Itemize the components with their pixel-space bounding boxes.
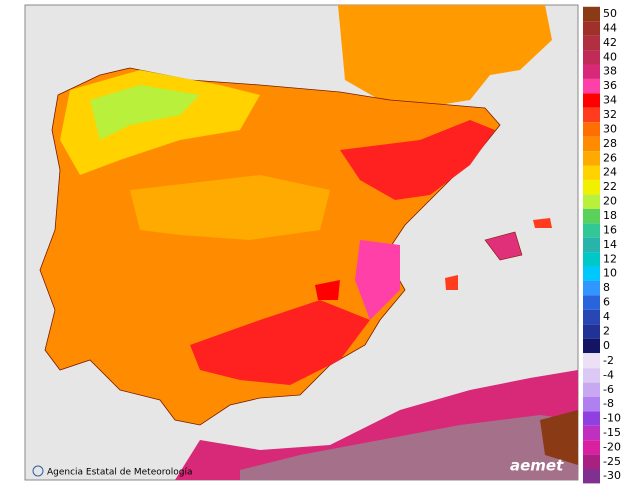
legend-swatch xyxy=(583,295,600,310)
logo: aemet xyxy=(510,457,564,475)
valencia-hot xyxy=(355,240,400,320)
legend-label: -8 xyxy=(603,397,614,410)
legend-swatch xyxy=(583,35,600,51)
legend-label: -20 xyxy=(603,440,621,453)
legend-label: 42 xyxy=(603,36,617,49)
legend-label: -6 xyxy=(603,383,614,396)
legend-label: 22 xyxy=(603,180,617,193)
legend-swatch xyxy=(583,208,600,224)
legend-label: 34 xyxy=(603,94,617,107)
legend-label: 18 xyxy=(603,209,617,222)
menorca xyxy=(533,218,552,228)
legend-label: 8 xyxy=(603,281,610,294)
legend-label: -30 xyxy=(603,469,621,482)
legend-swatch xyxy=(583,78,600,94)
legend-label: 32 xyxy=(603,108,617,121)
legend-swatch xyxy=(583,324,600,339)
north-green xyxy=(90,85,200,140)
legend-swatch xyxy=(583,122,600,137)
legend-swatch xyxy=(583,338,600,354)
legend-label: 44 xyxy=(603,21,617,34)
legend-label: -25 xyxy=(603,455,621,468)
ebro-hot xyxy=(340,120,495,200)
credit: Agencia Estatal de Meteorología xyxy=(47,468,193,478)
legend-swatch xyxy=(583,6,600,22)
legend-label: 0 xyxy=(603,339,610,352)
legend-swatch xyxy=(583,21,600,36)
hotspot xyxy=(315,280,340,300)
legend-label: 36 xyxy=(603,79,617,92)
legend-label: -10 xyxy=(603,412,621,425)
legend-label: 6 xyxy=(603,296,610,309)
legend-swatch xyxy=(583,454,600,469)
legend-swatch xyxy=(583,64,600,79)
legend-label: 4 xyxy=(603,310,610,323)
legend-label: 14 xyxy=(603,238,617,251)
legend-label: 2 xyxy=(603,324,610,337)
legend-label: -2 xyxy=(603,354,614,367)
legend-swatch xyxy=(583,223,600,238)
legend-label: 10 xyxy=(603,267,617,280)
africa-interior xyxy=(240,415,578,480)
legend-swatch xyxy=(583,93,600,108)
legend-label: 20 xyxy=(603,195,617,208)
legend-label: 50 xyxy=(603,7,617,20)
legend-swatch xyxy=(583,280,600,296)
legend-swatch xyxy=(583,397,600,412)
legend-swatch xyxy=(583,194,600,209)
legend-label: 12 xyxy=(603,252,617,265)
legend-swatch xyxy=(583,309,600,325)
legend-swatch xyxy=(583,411,600,426)
legend-swatch xyxy=(583,136,600,152)
legend-label: 26 xyxy=(603,151,617,164)
legend-swatch xyxy=(583,252,600,267)
atlas-hot xyxy=(540,410,578,465)
legend-label: 38 xyxy=(603,65,617,78)
legend-swatch xyxy=(583,266,600,281)
legend-swatch xyxy=(583,179,600,195)
copyright-icon xyxy=(32,465,44,477)
legend-label: 28 xyxy=(603,137,617,150)
legend-swatch xyxy=(583,165,600,180)
south-hot xyxy=(190,300,370,385)
legend-swatch xyxy=(583,440,600,455)
legend-swatch xyxy=(583,107,600,123)
legend-swatch xyxy=(583,469,600,484)
france xyxy=(338,5,552,108)
legend: 5044424038363432302826242220181614121086… xyxy=(583,6,621,484)
mallorca xyxy=(484,231,523,261)
legend-label: 30 xyxy=(603,122,617,135)
legend-label: 16 xyxy=(603,223,617,236)
meseta xyxy=(130,175,330,240)
map: Agencia Estatal de Meteorología aemet xyxy=(24,4,579,481)
legend-swatch xyxy=(583,50,600,65)
legend-swatch xyxy=(583,425,600,441)
legend-label: 24 xyxy=(603,166,617,179)
legend-label: -4 xyxy=(603,368,614,381)
legend-swatch xyxy=(583,353,600,369)
legend-swatch xyxy=(583,237,600,253)
ibiza xyxy=(445,275,458,290)
legend-swatch xyxy=(583,382,600,397)
legend-swatch xyxy=(583,151,600,166)
legend-label: 40 xyxy=(603,50,617,63)
legend-swatch xyxy=(583,368,600,383)
legend-label: -15 xyxy=(603,426,621,439)
